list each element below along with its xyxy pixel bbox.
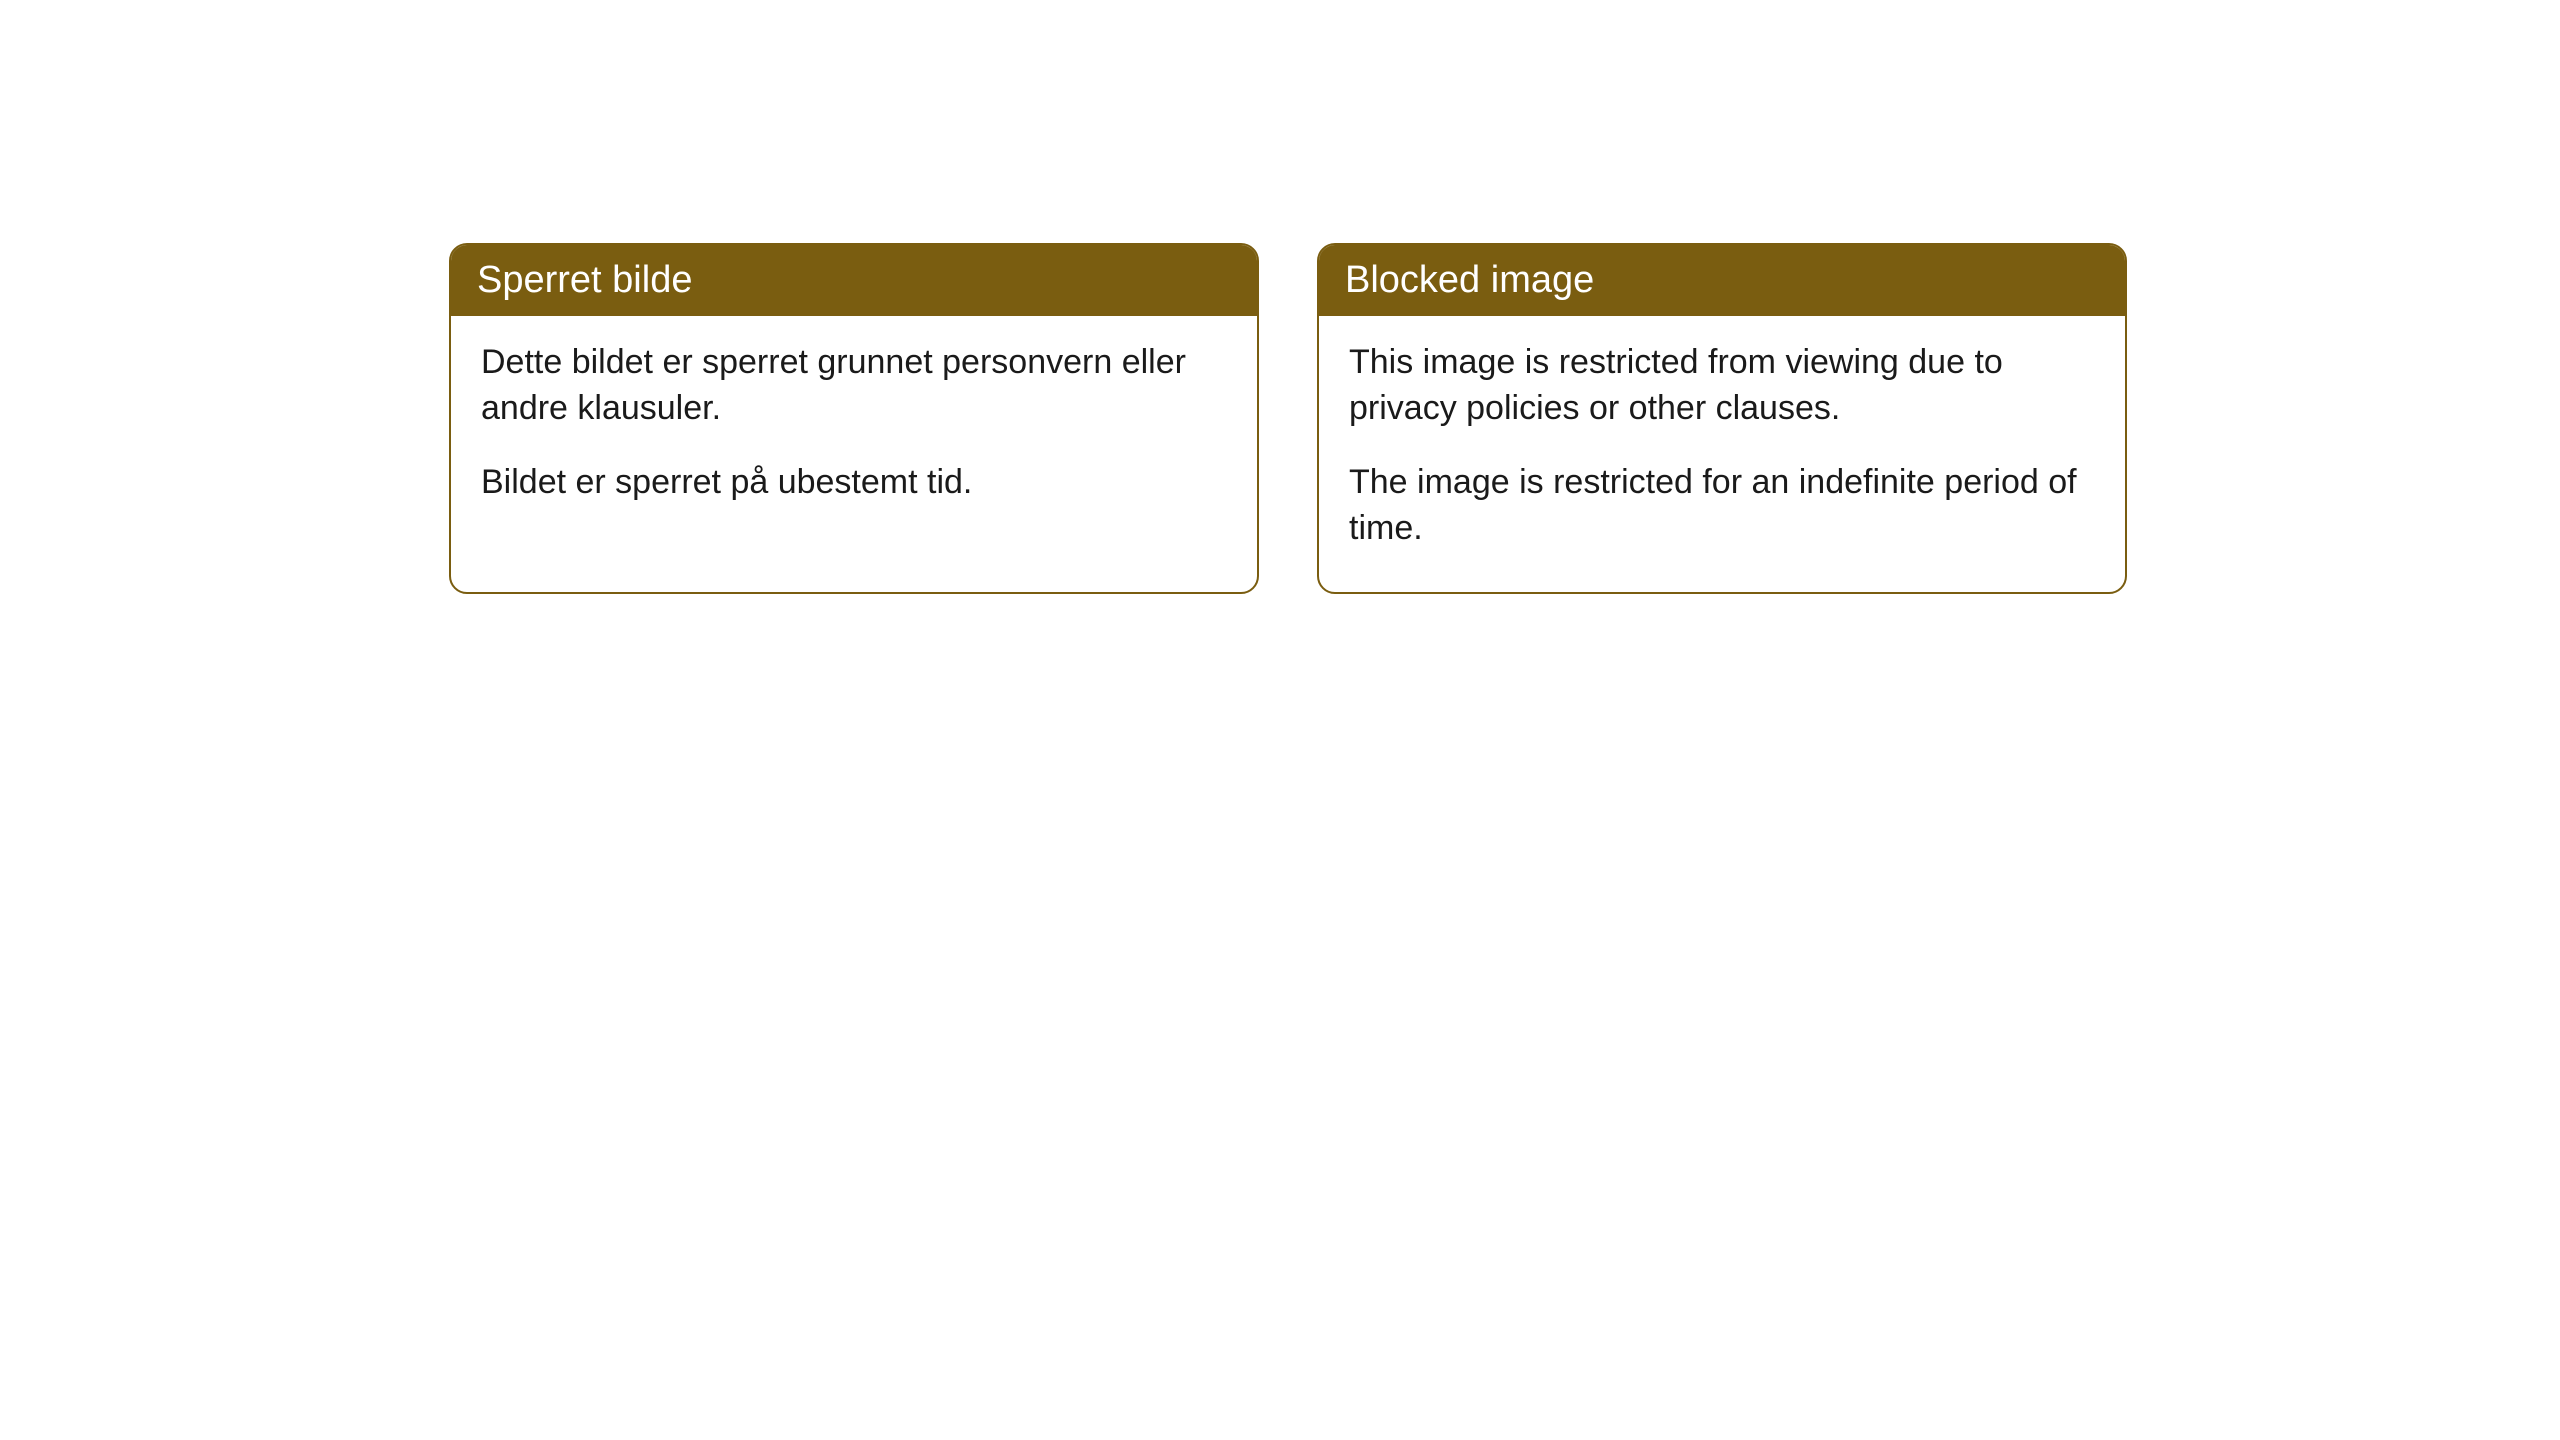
card-paragraph: This image is restricted from viewing du… <box>1349 340 2095 432</box>
card-body: This image is restricted from viewing du… <box>1319 316 2125 592</box>
card-header: Blocked image <box>1319 245 2125 316</box>
notice-cards-container: Sperret bilde Dette bildet er sperret gr… <box>0 0 2560 594</box>
blocked-image-card-english: Blocked image This image is restricted f… <box>1317 243 2127 594</box>
card-paragraph: Dette bildet er sperret grunnet personve… <box>481 340 1227 432</box>
card-body: Dette bildet er sperret grunnet personve… <box>451 316 1257 546</box>
blocked-image-card-norwegian: Sperret bilde Dette bildet er sperret gr… <box>449 243 1259 594</box>
card-title: Sperret bilde <box>477 259 692 301</box>
card-header: Sperret bilde <box>451 245 1257 316</box>
card-title: Blocked image <box>1345 259 1594 301</box>
card-paragraph: Bildet er sperret på ubestemt tid. <box>481 460 1227 506</box>
card-paragraph: The image is restricted for an indefinit… <box>1349 460 2095 552</box>
